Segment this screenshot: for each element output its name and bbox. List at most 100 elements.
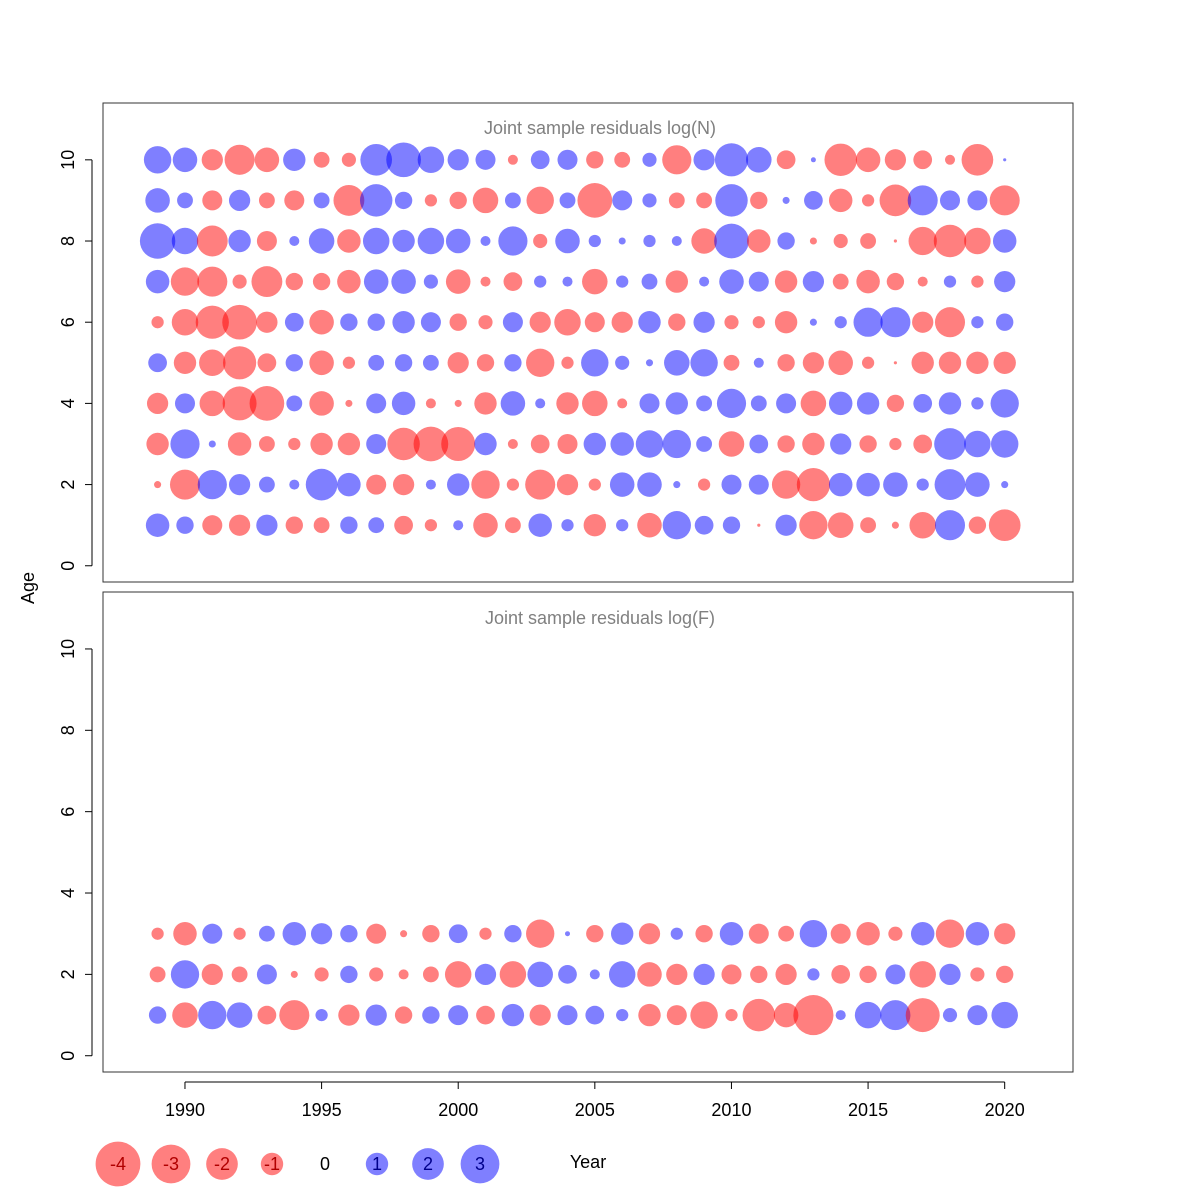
bubble-age-7-year-1990 [170, 267, 200, 296]
bubble-age-4-year-1998 [391, 391, 416, 416]
bubble-age-1-year-2006 [616, 1008, 629, 1022]
y-tick-label: 8 [58, 725, 78, 735]
bubble-age-8-year-2002 [498, 226, 528, 256]
bubble-age-4-year-2017 [913, 394, 933, 413]
bubble-age-10-year-2009 [693, 149, 715, 171]
bubble-age-8-year-2009 [691, 228, 717, 254]
bubble-age-1-year-2014 [827, 512, 854, 538]
bubble-age-6-year-2004 [554, 308, 581, 336]
bubble-age-2-year-2012 [775, 963, 797, 986]
bubble-age-10-year-1989 [143, 146, 172, 174]
bubble-age-8-year-1994 [289, 235, 300, 247]
bubble-age-4-year-1995 [309, 391, 334, 416]
bubble-age-1-year-1996 [338, 1004, 360, 1026]
bubble-age-8-year-2013 [809, 237, 817, 245]
bubble-age-6-year-1993 [256, 311, 278, 333]
legend-bubble [206, 1148, 238, 1180]
bubble-age-2-year-2014 [828, 472, 853, 497]
bubble-age-8-year-2011 [747, 229, 771, 253]
bubble-age-3-year-1990 [173, 921, 197, 946]
size-legend: -4 -3 -2 -1 0 1 2 3 [95, 1141, 500, 1187]
bubble-age-2-year-1998 [392, 473, 415, 496]
bubble-age-2-year-2004 [558, 965, 577, 984]
bubble-age-2-year-2007 [637, 962, 662, 987]
bubble-age-10-year-1993 [254, 147, 280, 173]
bubble-age-10-year-2002 [507, 154, 518, 165]
bubble-age-8-year-2004 [555, 228, 580, 254]
bubble-age-3-year-2004 [557, 433, 578, 455]
legend-label: 1 [372, 1154, 382, 1174]
bubble-age-1-year-2007 [638, 1003, 661, 1027]
x-axis-title: Year [570, 1152, 606, 1172]
bubble-age-1-year-1989 [145, 513, 170, 537]
legend-label: 2 [423, 1154, 433, 1174]
bubble-age-1-year-2004 [561, 519, 574, 532]
bubble-age-2-year-2020 [1001, 481, 1009, 489]
bubble-age-1-year-2007 [637, 512, 662, 538]
bubble-age-1-year-2013 [793, 995, 834, 1036]
bubble-age-9-year-2018 [939, 190, 961, 211]
bubble-age-2-year-1995 [314, 967, 329, 982]
bubble-age-3-year-2006 [610, 432, 634, 456]
bubble-age-6-year-1998 [392, 311, 415, 334]
bubble-age-1-year-1996 [340, 516, 358, 534]
bubble-age-3-year-2015 [859, 435, 877, 453]
bubble-age-5-year-2012 [777, 354, 795, 372]
bubble-age-1-year-1997 [365, 1004, 387, 1026]
panel-log-n-y-axis: 0 2 4 6 8 10 [58, 150, 93, 571]
legend-label: -3 [163, 1154, 179, 1174]
bubble-age-1-year-2016 [880, 1000, 911, 1031]
bubble-age-6-year-2009 [693, 311, 715, 333]
bubble-age-8-year-2015 [860, 233, 877, 249]
bubble-age-10-year-1992 [224, 144, 255, 175]
bubble-age-3-year-2001 [479, 927, 492, 940]
bubble-age-2-year-2016 [883, 472, 908, 497]
bubble-age-1-year-2019 [968, 516, 987, 534]
bubble-age-8-year-2003 [533, 233, 548, 249]
bubble-age-1-year-1997 [368, 517, 385, 534]
x-tick-label: 1990 [165, 1100, 205, 1120]
bubble-age-1-year-2006 [616, 519, 629, 532]
panel-log-f-y-axis: 0 2 4 6 8 10 [58, 639, 93, 1061]
bubble-age-5-year-1989 [148, 353, 167, 373]
bubble-age-5-year-2011 [753, 357, 764, 368]
bubble-age-10-year-1998 [386, 142, 421, 178]
bubble-age-6-year-2000 [449, 313, 467, 331]
bubble-age-2-year-2010 [721, 964, 742, 985]
bubble-age-10-year-2008 [662, 145, 692, 175]
bubble-age-2-year-2013 [807, 968, 820, 981]
bubble-age-3-year-1992 [227, 432, 252, 456]
bubble-age-4-year-2014 [828, 391, 853, 416]
bubble-age-10-year-2003 [530, 150, 550, 170]
bubble-age-3-year-2019 [965, 921, 990, 946]
bubble-age-2-year-2011 [750, 965, 768, 984]
bubble-age-3-year-1991 [202, 923, 223, 944]
bubble-age-2-year-1997 [369, 967, 384, 982]
bubble-age-3-year-1995 [310, 432, 333, 456]
y-tick-label: 10 [58, 639, 78, 659]
bubble-age-3-year-2020 [994, 923, 1016, 945]
bubble-age-4-year-2010 [716, 388, 747, 418]
bubble-age-3-year-2018 [935, 919, 965, 948]
bubble-age-2-year-1994 [289, 479, 300, 490]
bubble-age-3-year-1995 [310, 923, 333, 945]
bubble-age-7-year-2000 [445, 269, 471, 294]
bubble-age-10-year-2017 [913, 150, 933, 170]
bubble-age-2-year-2005 [589, 969, 600, 980]
bubble-age-10-year-2006 [614, 151, 631, 168]
bubble-age-8-year-2016 [893, 239, 897, 243]
bubble-age-6-year-2008 [668, 313, 686, 331]
bubble-age-1-year-2015 [854, 1001, 882, 1029]
bubble-age-7-year-2012 [774, 270, 798, 293]
bubble-age-1-year-1992 [228, 514, 251, 536]
bubble-age-1-year-2017 [905, 998, 940, 1033]
bubble-age-8-year-2010 [714, 223, 749, 259]
bubble-age-5-year-1992 [222, 346, 257, 380]
bubble-age-10-year-2010 [714, 143, 749, 177]
bubble-age-4-year-2008 [665, 392, 688, 415]
bubble-age-10-year-1997 [360, 143, 393, 176]
bubble-age-9-year-2004 [559, 192, 576, 209]
bubble-age-6-year-2002 [502, 312, 523, 333]
bubble-age-2-year-2020 [996, 965, 1014, 984]
bubble-age-1-year-2020 [991, 1001, 1018, 1029]
